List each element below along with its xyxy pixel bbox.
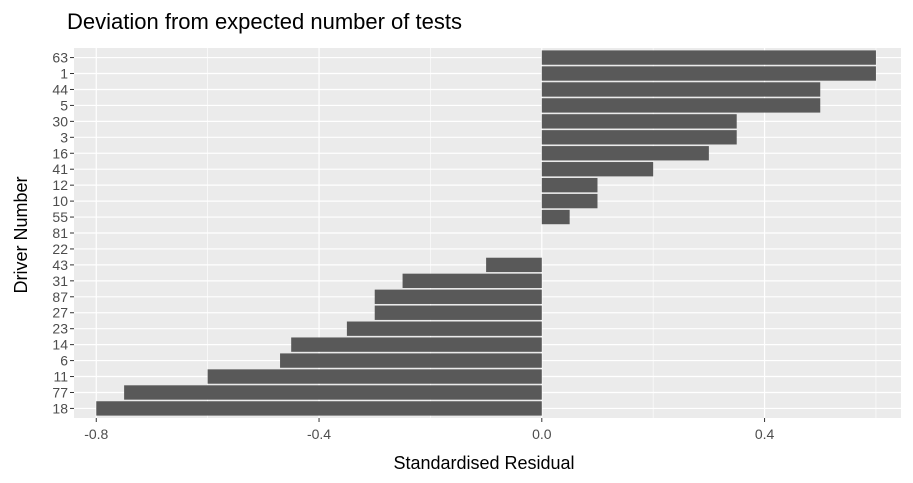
y-tick-label: 63 bbox=[52, 50, 68, 66]
x-axis-title: Standardised Residual bbox=[393, 453, 574, 473]
bar bbox=[291, 337, 542, 352]
y-tick-label: 43 bbox=[52, 257, 68, 273]
y-tick-label: 18 bbox=[52, 400, 68, 416]
y-tick-label: 12 bbox=[52, 177, 68, 193]
x-tick-label: 0.4 bbox=[755, 426, 775, 442]
y-tick-label: 1 bbox=[60, 66, 68, 82]
y-tick-label: 23 bbox=[52, 321, 68, 337]
y-axis-ticks: 6314453031641121055812243318727231461177… bbox=[52, 50, 74, 416]
x-tick-label: 0.0 bbox=[532, 426, 552, 442]
bar bbox=[374, 305, 542, 320]
y-tick-label: 31 bbox=[52, 273, 68, 289]
bar bbox=[486, 257, 542, 273]
bar bbox=[541, 50, 876, 65]
y-tick-label: 30 bbox=[52, 113, 68, 129]
y-tick-label: 3 bbox=[60, 129, 68, 145]
bar bbox=[346, 321, 542, 336]
y-tick-label: 5 bbox=[60, 97, 68, 113]
y-tick-label: 81 bbox=[52, 225, 68, 241]
bar bbox=[541, 98, 821, 113]
bar bbox=[207, 369, 542, 384]
y-axis-title: Driver Number bbox=[11, 176, 31, 293]
y-tick-label: 77 bbox=[52, 384, 68, 400]
bar bbox=[541, 193, 598, 209]
y-tick-label: 27 bbox=[52, 305, 68, 321]
y-tick-label: 6 bbox=[60, 353, 68, 369]
bar bbox=[280, 353, 542, 368]
y-tick-label: 14 bbox=[52, 337, 68, 353]
x-tick-label: -0.8 bbox=[84, 426, 108, 442]
x-tick-label: -0.4 bbox=[307, 426, 331, 442]
bar bbox=[541, 66, 876, 81]
bar bbox=[402, 273, 542, 289]
y-tick-label: 11 bbox=[53, 369, 68, 385]
bar bbox=[96, 401, 542, 416]
y-tick-label: 16 bbox=[52, 145, 68, 161]
y-tick-label: 41 bbox=[52, 161, 68, 177]
bar bbox=[541, 82, 821, 97]
y-tick-label: 22 bbox=[52, 241, 68, 257]
bar bbox=[541, 162, 654, 177]
x-axis-ticks: -0.8 -0.4 0.0 0.4 bbox=[84, 418, 775, 442]
y-tick-label: 55 bbox=[52, 209, 68, 225]
y-tick-label: 44 bbox=[52, 81, 68, 97]
y-tick-label: 10 bbox=[52, 193, 68, 209]
chart-title: Deviation from expected number of tests bbox=[67, 9, 462, 34]
bar bbox=[541, 146, 709, 161]
bar bbox=[541, 114, 737, 129]
y-tick-label: 87 bbox=[52, 289, 68, 305]
bars bbox=[96, 50, 876, 416]
bar bbox=[541, 177, 598, 193]
bar bbox=[541, 130, 737, 145]
bar bbox=[124, 385, 542, 400]
bar bbox=[374, 289, 542, 304]
bar bbox=[541, 209, 570, 225]
